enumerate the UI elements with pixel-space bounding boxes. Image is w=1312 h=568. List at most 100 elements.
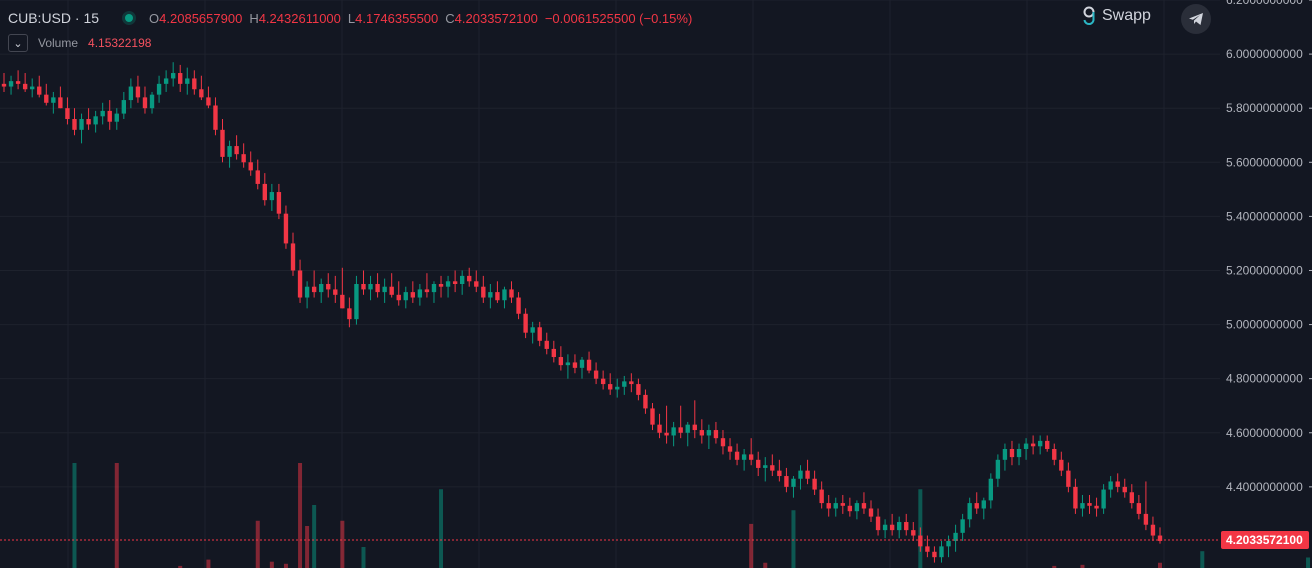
candle xyxy=(431,281,437,303)
candle-body xyxy=(213,105,218,130)
close-value: 4.2033572100 xyxy=(454,10,538,26)
volume-value: 4.15322198 xyxy=(88,36,152,50)
candle-body xyxy=(163,78,169,84)
candle xyxy=(79,113,84,144)
candle-body xyxy=(819,489,824,504)
candle-body xyxy=(643,394,648,409)
candle-body xyxy=(326,284,331,290)
candle-body xyxy=(544,340,549,349)
candle-body xyxy=(121,100,127,114)
candle-body xyxy=(319,284,324,293)
candle xyxy=(361,270,366,295)
candle xyxy=(741,448,747,471)
candle-body xyxy=(861,503,867,509)
collapse-chevron-icon[interactable]: ⌄ xyxy=(8,34,28,52)
candle xyxy=(1080,494,1085,517)
candle xyxy=(44,83,49,106)
high-value: 4.2432611000 xyxy=(258,10,341,26)
candle xyxy=(798,465,803,490)
candle-body xyxy=(467,275,472,282)
candle xyxy=(911,522,916,541)
candle-body xyxy=(678,427,683,433)
candle xyxy=(389,273,394,298)
candle xyxy=(1150,516,1156,541)
candle-body xyxy=(142,97,148,109)
candle-body xyxy=(1023,443,1029,449)
candle xyxy=(1066,462,1071,493)
candle-body xyxy=(72,119,77,130)
candle xyxy=(163,70,169,92)
price-tick-label: 6.2000000000 xyxy=(1226,0,1303,7)
candle-body xyxy=(748,454,754,460)
candle-body xyxy=(734,451,740,460)
candle-body xyxy=(847,505,853,512)
candle-body xyxy=(784,476,789,487)
candle xyxy=(502,286,507,309)
candle xyxy=(678,405,683,439)
candle-body xyxy=(495,292,500,301)
candle-body xyxy=(932,551,937,558)
volume-bar xyxy=(1052,565,1057,568)
telegram-button[interactable] xyxy=(1181,4,1211,34)
candle xyxy=(1009,440,1015,466)
candle-body xyxy=(1136,503,1142,514)
candle xyxy=(347,297,352,328)
candle-body xyxy=(706,430,712,436)
candle xyxy=(37,75,42,98)
candle xyxy=(897,516,902,539)
candle xyxy=(699,419,705,444)
candle-body xyxy=(1045,440,1050,449)
candle xyxy=(424,273,430,298)
brand[interactable]: Swapp xyxy=(1082,6,1151,26)
candle xyxy=(854,500,860,520)
candle xyxy=(1115,473,1120,493)
change-value: −0.0061525500 (−0.15%) xyxy=(544,10,693,26)
candle xyxy=(586,351,592,374)
volume-bar xyxy=(114,463,119,568)
symbol-label[interactable]: CUB:USD · 15 xyxy=(8,10,100,26)
price-tick-label: 5.0000000000 xyxy=(1226,318,1303,332)
candle-body xyxy=(241,154,246,163)
candle xyxy=(1136,494,1142,520)
candle xyxy=(960,513,965,541)
last-price-tag: 4.2033572100 xyxy=(1221,531,1309,550)
candles xyxy=(1,62,1163,563)
candle xyxy=(15,70,21,90)
volume-bar xyxy=(206,559,211,568)
telegram-icon xyxy=(1189,13,1203,25)
price-axis[interactable]: 6.2000000000 6.0000000000 5.8000000000 5.60… xyxy=(1226,0,1312,494)
candle xyxy=(1016,443,1022,466)
candle-body xyxy=(269,192,275,201)
swapp-logo-icon xyxy=(1083,6,1095,26)
candle xyxy=(467,267,472,287)
candle-body xyxy=(304,286,310,298)
candle-body xyxy=(206,97,211,106)
candle xyxy=(629,373,634,393)
low-value: 4.1746355500 xyxy=(355,10,439,26)
candle xyxy=(488,284,493,309)
candle xyxy=(86,108,91,130)
candle xyxy=(297,259,303,303)
candle-body xyxy=(1129,492,1134,504)
candle-body xyxy=(1052,448,1057,460)
candle xyxy=(579,357,585,379)
candle-body xyxy=(833,503,838,509)
candle-body xyxy=(459,275,465,284)
candle-body xyxy=(939,546,944,558)
candle-body xyxy=(530,327,535,333)
candle xyxy=(481,275,486,303)
candle xyxy=(516,292,521,320)
candle-body xyxy=(720,438,726,447)
market-status-icon xyxy=(125,14,134,22)
price-tick-label: 4.6000000000 xyxy=(1226,426,1303,440)
candle xyxy=(290,232,296,276)
candle-body xyxy=(93,116,98,125)
candle xyxy=(946,535,951,558)
candle xyxy=(30,78,35,98)
candle-body xyxy=(410,292,416,298)
volume-bar xyxy=(269,561,274,568)
volume-bar xyxy=(1080,564,1085,568)
candle-body xyxy=(65,108,70,120)
